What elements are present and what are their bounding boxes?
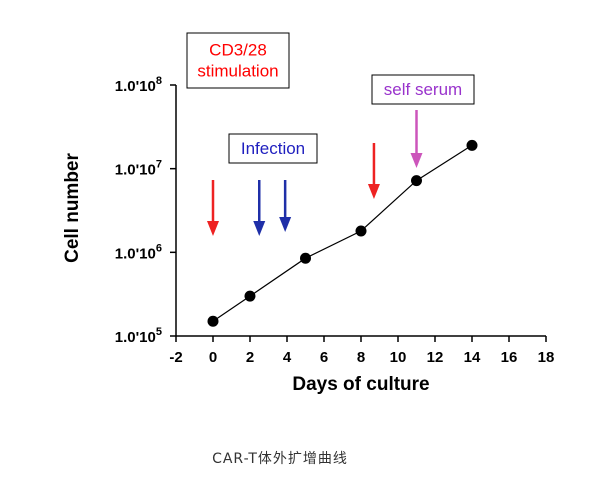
data-point: [207, 315, 219, 327]
y-axis-title: Cell number: [62, 153, 83, 263]
chart: -2 0 2 4 6 8 10 12 14 16 18 1.0'105 1.0'106 1.0'107 1.…: [62, 32, 555, 395]
annotation-box: [186, 32, 290, 89]
x-tick-label: 10: [390, 349, 407, 366]
x-axis-title: Days of culture: [292, 374, 429, 395]
data-point: [300, 252, 311, 264]
annotation-box: [371, 74, 475, 105]
data-point: [466, 139, 478, 151]
x-tick-label: 16: [501, 349, 518, 366]
event-arrow-head: [207, 221, 219, 236]
event-arrow-head: [410, 153, 423, 168]
x-tick-label: 8: [357, 349, 365, 366]
event-arrow-head: [367, 184, 380, 199]
x-tick-label: -2: [169, 349, 182, 366]
x-tick-label: 6: [320, 349, 328, 366]
x-tick-label: 18: [538, 349, 555, 366]
data-point: [244, 290, 256, 302]
y-tick-label: 1.0'108: [115, 75, 162, 95]
x-tick-label: 2: [246, 349, 254, 366]
data-point: [411, 175, 422, 187]
annotation-label: CD3/28: [209, 41, 267, 60]
series-line: [212, 144, 473, 322]
annotation-label: self serum: [384, 80, 462, 99]
annotation-box: [228, 133, 318, 164]
x-tick-label: 14: [464, 349, 481, 366]
x-tick-label: 4: [283, 349, 292, 366]
y-tick-label: 1.0'105: [115, 326, 162, 346]
annotation-label: Infection: [241, 139, 305, 158]
event-arrow-head: [279, 217, 292, 232]
data-point: [355, 225, 367, 237]
x-tick-label: 0: [209, 349, 217, 366]
x-tick-label: 12: [427, 349, 444, 366]
chart-caption: CAR-T体外扩增曲线: [212, 451, 348, 467]
y-tick-label: 1.0'106: [115, 242, 162, 262]
event-arrow-head: [253, 221, 266, 236]
annotation-label: stimulation: [197, 62, 278, 81]
y-tick-label: 1.0'107: [115, 159, 162, 179]
